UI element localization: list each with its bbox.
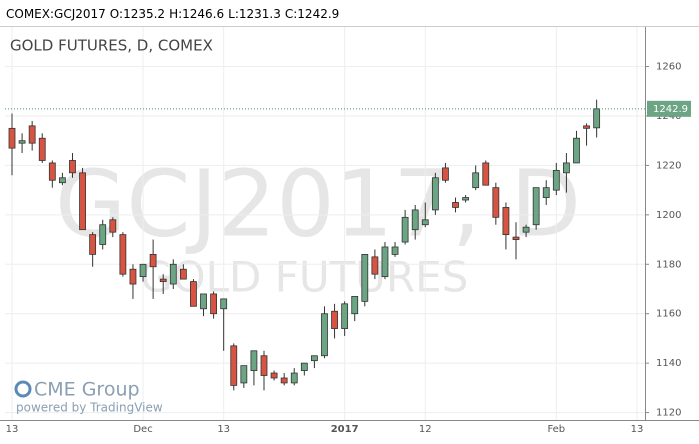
candle-up <box>552 169 560 191</box>
candle-up <box>593 108 601 129</box>
candle-up <box>411 209 419 231</box>
candle-up <box>431 177 439 211</box>
candle-up <box>381 246 389 278</box>
candle-down <box>482 162 490 186</box>
candle-up <box>250 350 258 371</box>
y-tick-label: 1160 <box>656 309 681 320</box>
candle-down <box>129 268 137 285</box>
candle-down <box>492 187 500 218</box>
x-tick-label: 13 <box>217 424 230 435</box>
candle-down <box>190 281 197 307</box>
x-tick-label: 12 <box>419 424 432 435</box>
ohlc-label: O: <box>110 7 123 21</box>
candle-up <box>472 172 480 189</box>
candle-up <box>361 253 369 302</box>
candle-down <box>270 372 278 379</box>
candle-down <box>119 234 127 275</box>
candle-up <box>290 372 298 384</box>
candle-down <box>159 278 167 282</box>
candle-up <box>300 362 308 371</box>
ohlc-label: L: <box>228 7 239 21</box>
candle-down <box>28 125 36 144</box>
y-tick-label: 1220 <box>656 160 681 171</box>
candle-down <box>69 160 76 174</box>
candle-up <box>421 219 429 226</box>
x-tick-label: Feb <box>547 424 565 435</box>
logo-icon <box>14 380 32 398</box>
candle-down <box>149 253 157 268</box>
candle-up <box>139 263 147 278</box>
candle-down <box>48 162 56 181</box>
candle-up <box>240 365 248 384</box>
candle-down <box>38 137 46 161</box>
candle-up <box>18 140 26 144</box>
candle-up <box>220 298 228 310</box>
candle-up <box>573 137 580 164</box>
watermark-symbol: GCJ2017, D <box>55 150 581 257</box>
candle-up <box>391 246 399 255</box>
ohlc-value: 1242.9 <box>297 7 339 21</box>
candle-up <box>99 224 107 245</box>
candle-down <box>89 234 97 255</box>
candle-down <box>8 127 16 149</box>
candle-up <box>59 177 66 184</box>
candle-down <box>79 172 86 231</box>
x-tick-label: 2017 <box>331 424 359 435</box>
ohlc-value: 1231.3 <box>239 7 281 21</box>
logo-brand: CME Group <box>34 379 140 401</box>
candle-up <box>351 296 359 315</box>
last-price-label: 1242.9 <box>653 104 688 115</box>
y-tick-label: 1200 <box>656 210 681 221</box>
candle-up <box>563 162 570 174</box>
candle-down <box>280 377 288 384</box>
candle-down <box>512 236 520 240</box>
plot: 1120114011601180120012201240126013Dec132… <box>5 27 691 435</box>
logo-credit: powered by TradingView <box>16 401 163 415</box>
candle-down <box>452 202 459 208</box>
x-tick-label: 13 <box>6 424 19 435</box>
ohlc-value: 1235.2 <box>123 7 165 21</box>
candle-down <box>230 345 238 386</box>
candle-up <box>532 187 540 226</box>
y-tick-label: 1260 <box>656 62 681 73</box>
candle-down <box>109 219 117 233</box>
last-price-box <box>647 100 691 117</box>
ohlc-value: 1246.6 <box>182 7 224 21</box>
candle-down <box>502 207 510 236</box>
candle-up <box>310 355 318 362</box>
header: COMEX:GCJ2017 O:1235.2 H:1246.6 L:1231.3 C:1… <box>6 7 339 21</box>
candle-up <box>169 263 177 285</box>
candle-down <box>583 125 590 129</box>
candle-up <box>542 187 550 198</box>
candle-down <box>371 256 379 275</box>
x-tick-label: Dec <box>133 424 152 435</box>
candle-down <box>210 293 218 315</box>
candle-up <box>522 226 530 233</box>
candle-up <box>200 293 207 310</box>
candle-up <box>401 216 409 243</box>
chart-title: GOLD FUTURES, D, COMEX <box>10 37 213 55</box>
y-tick-label: 1120 <box>656 408 681 419</box>
candle-up <box>462 197 470 201</box>
candle-up <box>321 313 328 357</box>
y-tick-label: 1180 <box>656 259 681 270</box>
y-tick-label: 1140 <box>656 358 681 369</box>
candle-up <box>341 303 349 329</box>
x-tick-label: 13 <box>631 424 644 435</box>
ohlc-label: C: <box>285 7 297 21</box>
watermark-name: GOLD FUTURES <box>140 253 468 302</box>
symbol: COMEX:GCJ2017 <box>6 7 106 21</box>
candle-down <box>179 268 187 280</box>
candle-down <box>442 167 449 181</box>
ohlc-label: H: <box>169 7 182 21</box>
candle-down <box>260 355 268 376</box>
candle-down <box>331 310 338 329</box>
